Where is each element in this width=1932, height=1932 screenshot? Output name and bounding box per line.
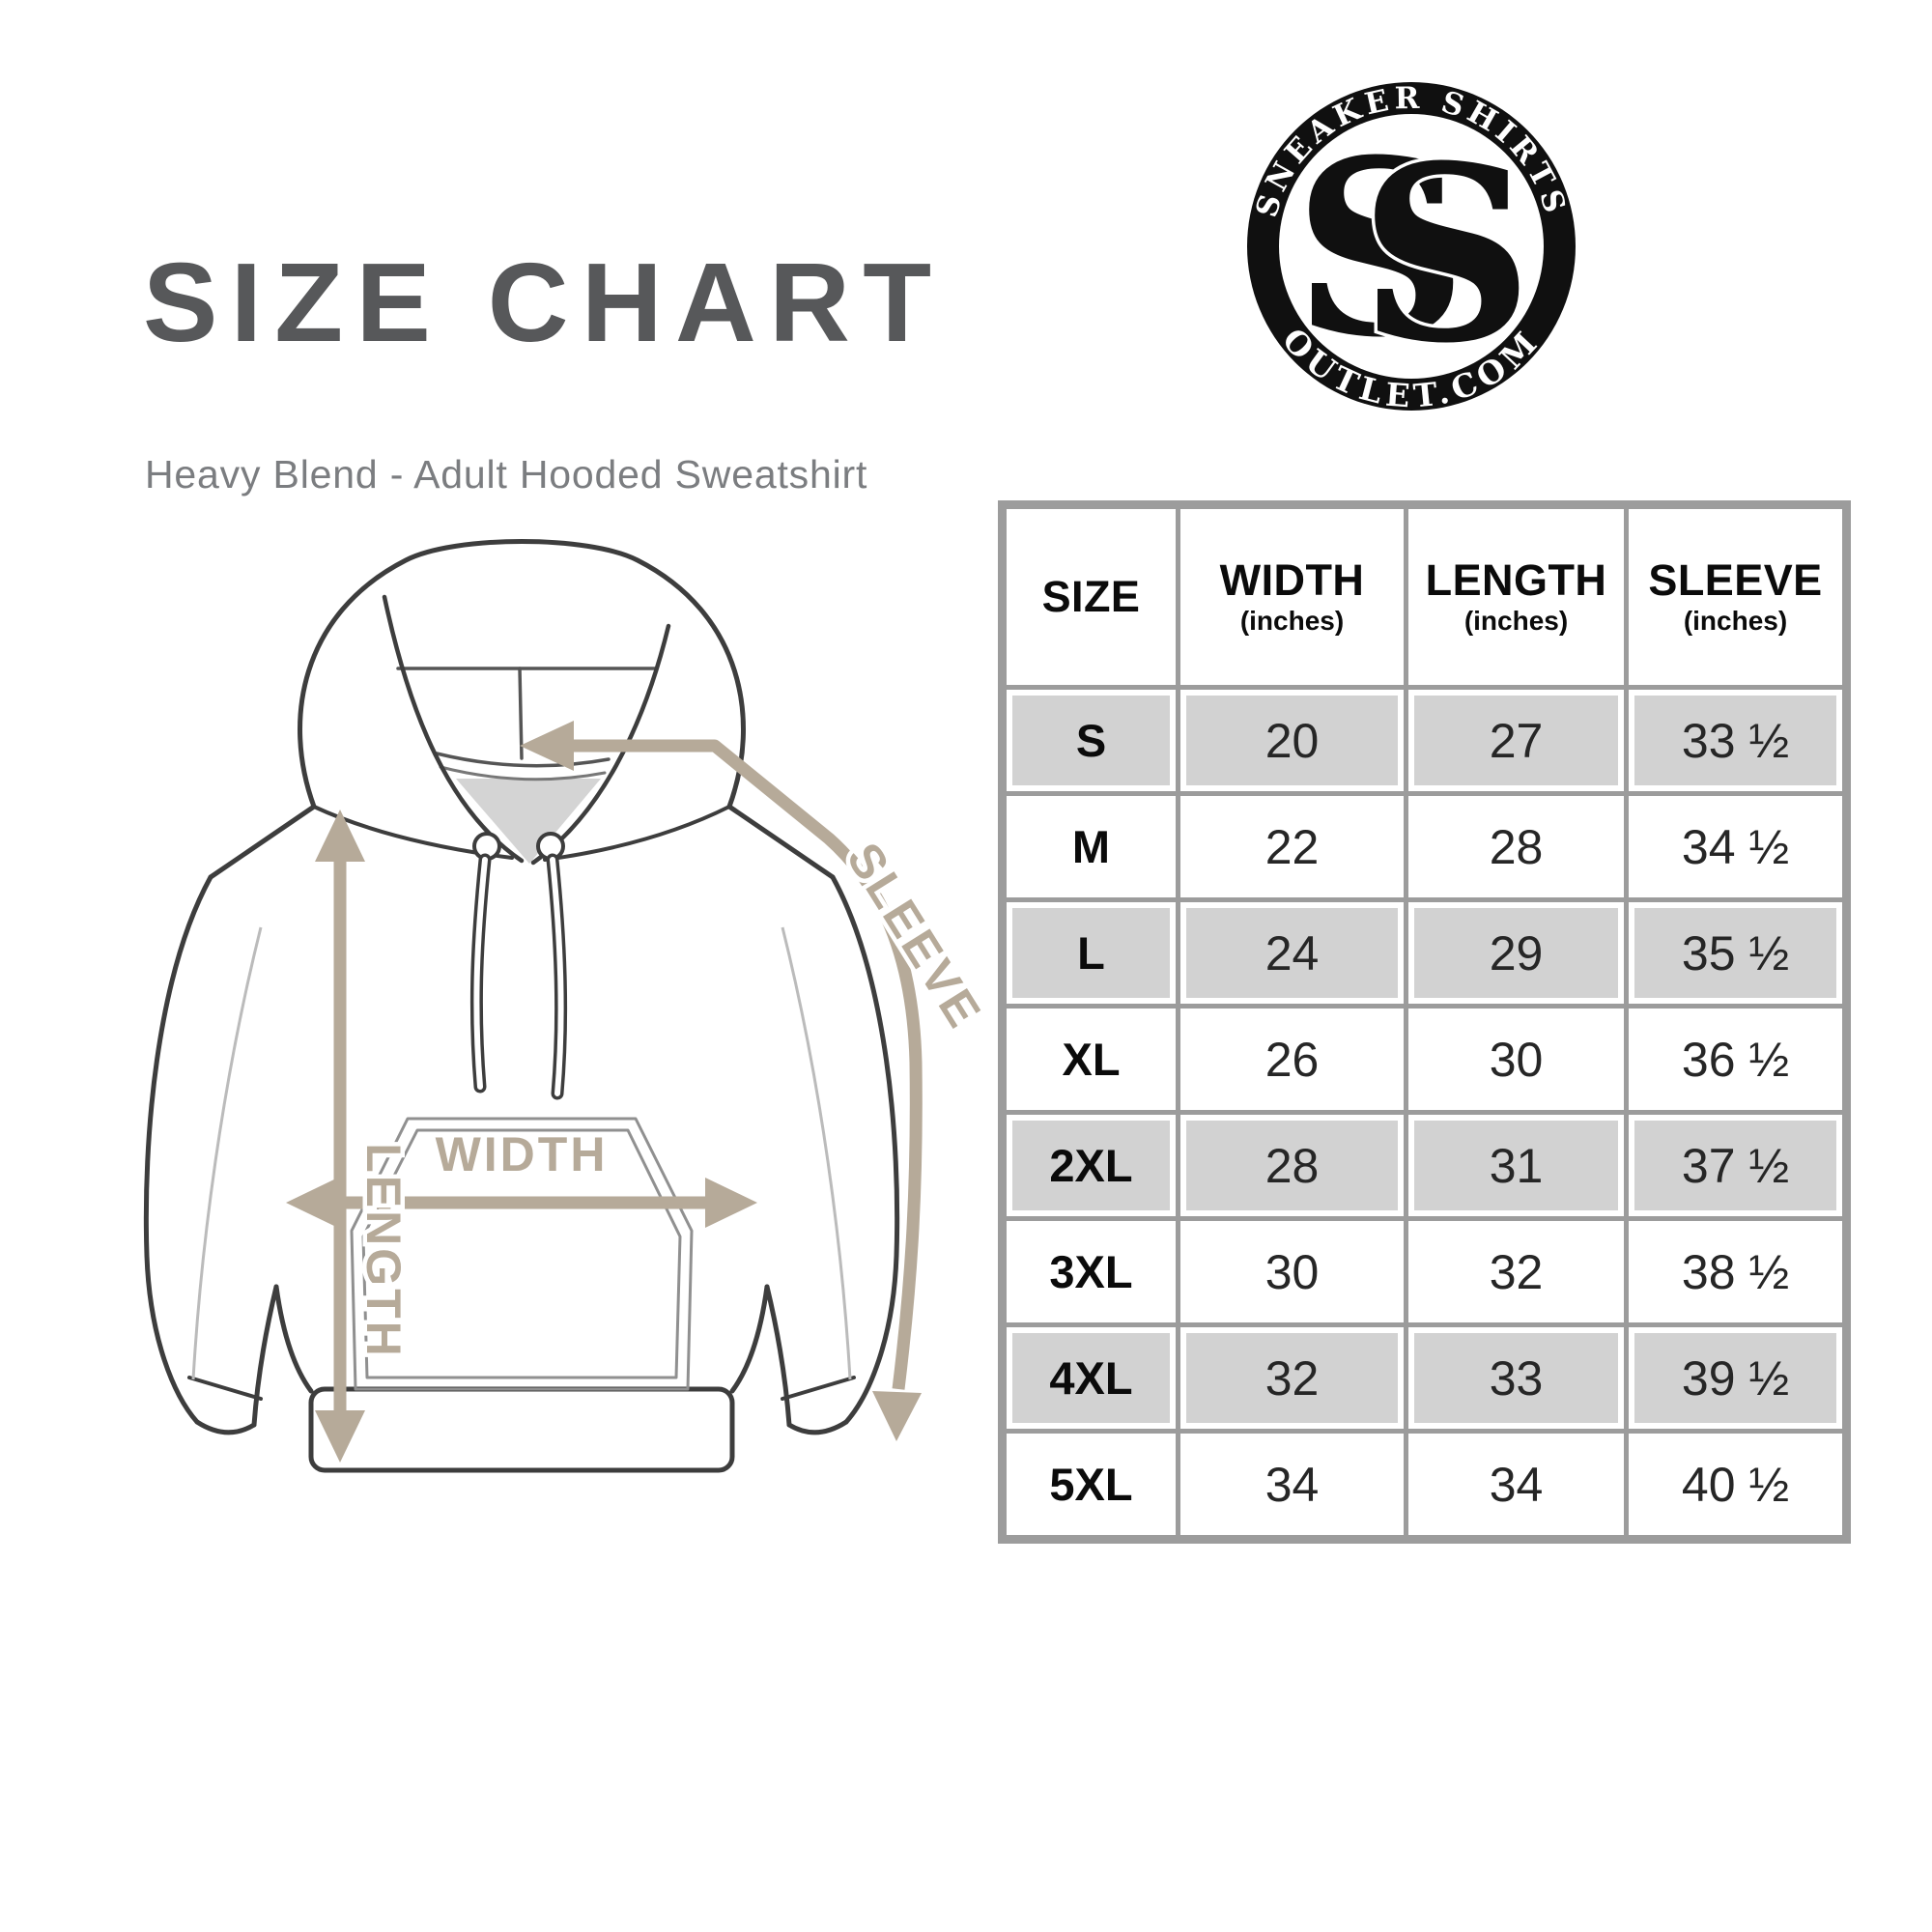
hoodie-hem-band (308, 1386, 735, 1473)
column-header-width: WIDTH (inches) (1176, 502, 1408, 690)
table-row-3xl: 3XL 30 32 38 ½ (1000, 1216, 1849, 1327)
table-row-5xl: 5XL 34 34 40 ½ (1000, 1429, 1849, 1542)
page-subtitle: Heavy Blend - Adult Hooded Sweatshirt (145, 452, 868, 497)
brand-logo: SNEAKER SHIRTS OUTLET.COM S S (1247, 81, 1576, 412)
table-row-4xl: 4XL 32 33 39 ½ (1000, 1322, 1849, 1434)
table-row-2xl: 2XL 28 31 37 ½ (1000, 1110, 1849, 1221)
size-table-header-row: SIZE WIDTH (inches) LENGTH (inches) SLEE… (1000, 502, 1849, 690)
hoodie-diagram: WIDTH LENGTH SLEEVE (143, 539, 997, 1473)
hoodie-seam-lines (191, 926, 852, 1380)
width-label: WIDTH (436, 1127, 609, 1181)
length-arrow (315, 810, 365, 1463)
neck-inner-panel (456, 779, 601, 864)
logo-inner-disc (1279, 114, 1544, 379)
width-arrow (286, 1178, 757, 1228)
column-header-sleeve: SLEEVE (inches) (1624, 502, 1849, 690)
size-table: SIZE WIDTH (inches) LENGTH (inches) SLEE… (998, 500, 1851, 1544)
length-label: LENGTH (356, 1143, 411, 1359)
logo-ss-monogram-icon: S S (1293, 106, 1537, 400)
sleeve-arrow (520, 721, 923, 1441)
measurement-arrows: WIDTH LENGTH SLEEVE (286, 721, 997, 1463)
page-title: SIZE CHART (143, 240, 945, 365)
hoodie-hood-interior (382, 594, 671, 1100)
svg-text:S: S (1359, 112, 1534, 396)
svg-text:S: S (1293, 106, 1468, 390)
table-row-xl: XL 26 30 36 ½ (1000, 1004, 1849, 1115)
hoodie-pocket (350, 1117, 694, 1391)
table-row-l: L 24 29 35 ½ (1000, 897, 1849, 1009)
column-header-size: SIZE (1000, 502, 1180, 690)
drawstrings (469, 853, 568, 1100)
column-header-length: LENGTH (inches) (1404, 502, 1629, 690)
table-row-s: S 20 27 33 ½ (1000, 685, 1849, 796)
table-row-m: M 22 28 34 ½ (1000, 791, 1849, 902)
hoodie-outline (143, 539, 900, 1435)
